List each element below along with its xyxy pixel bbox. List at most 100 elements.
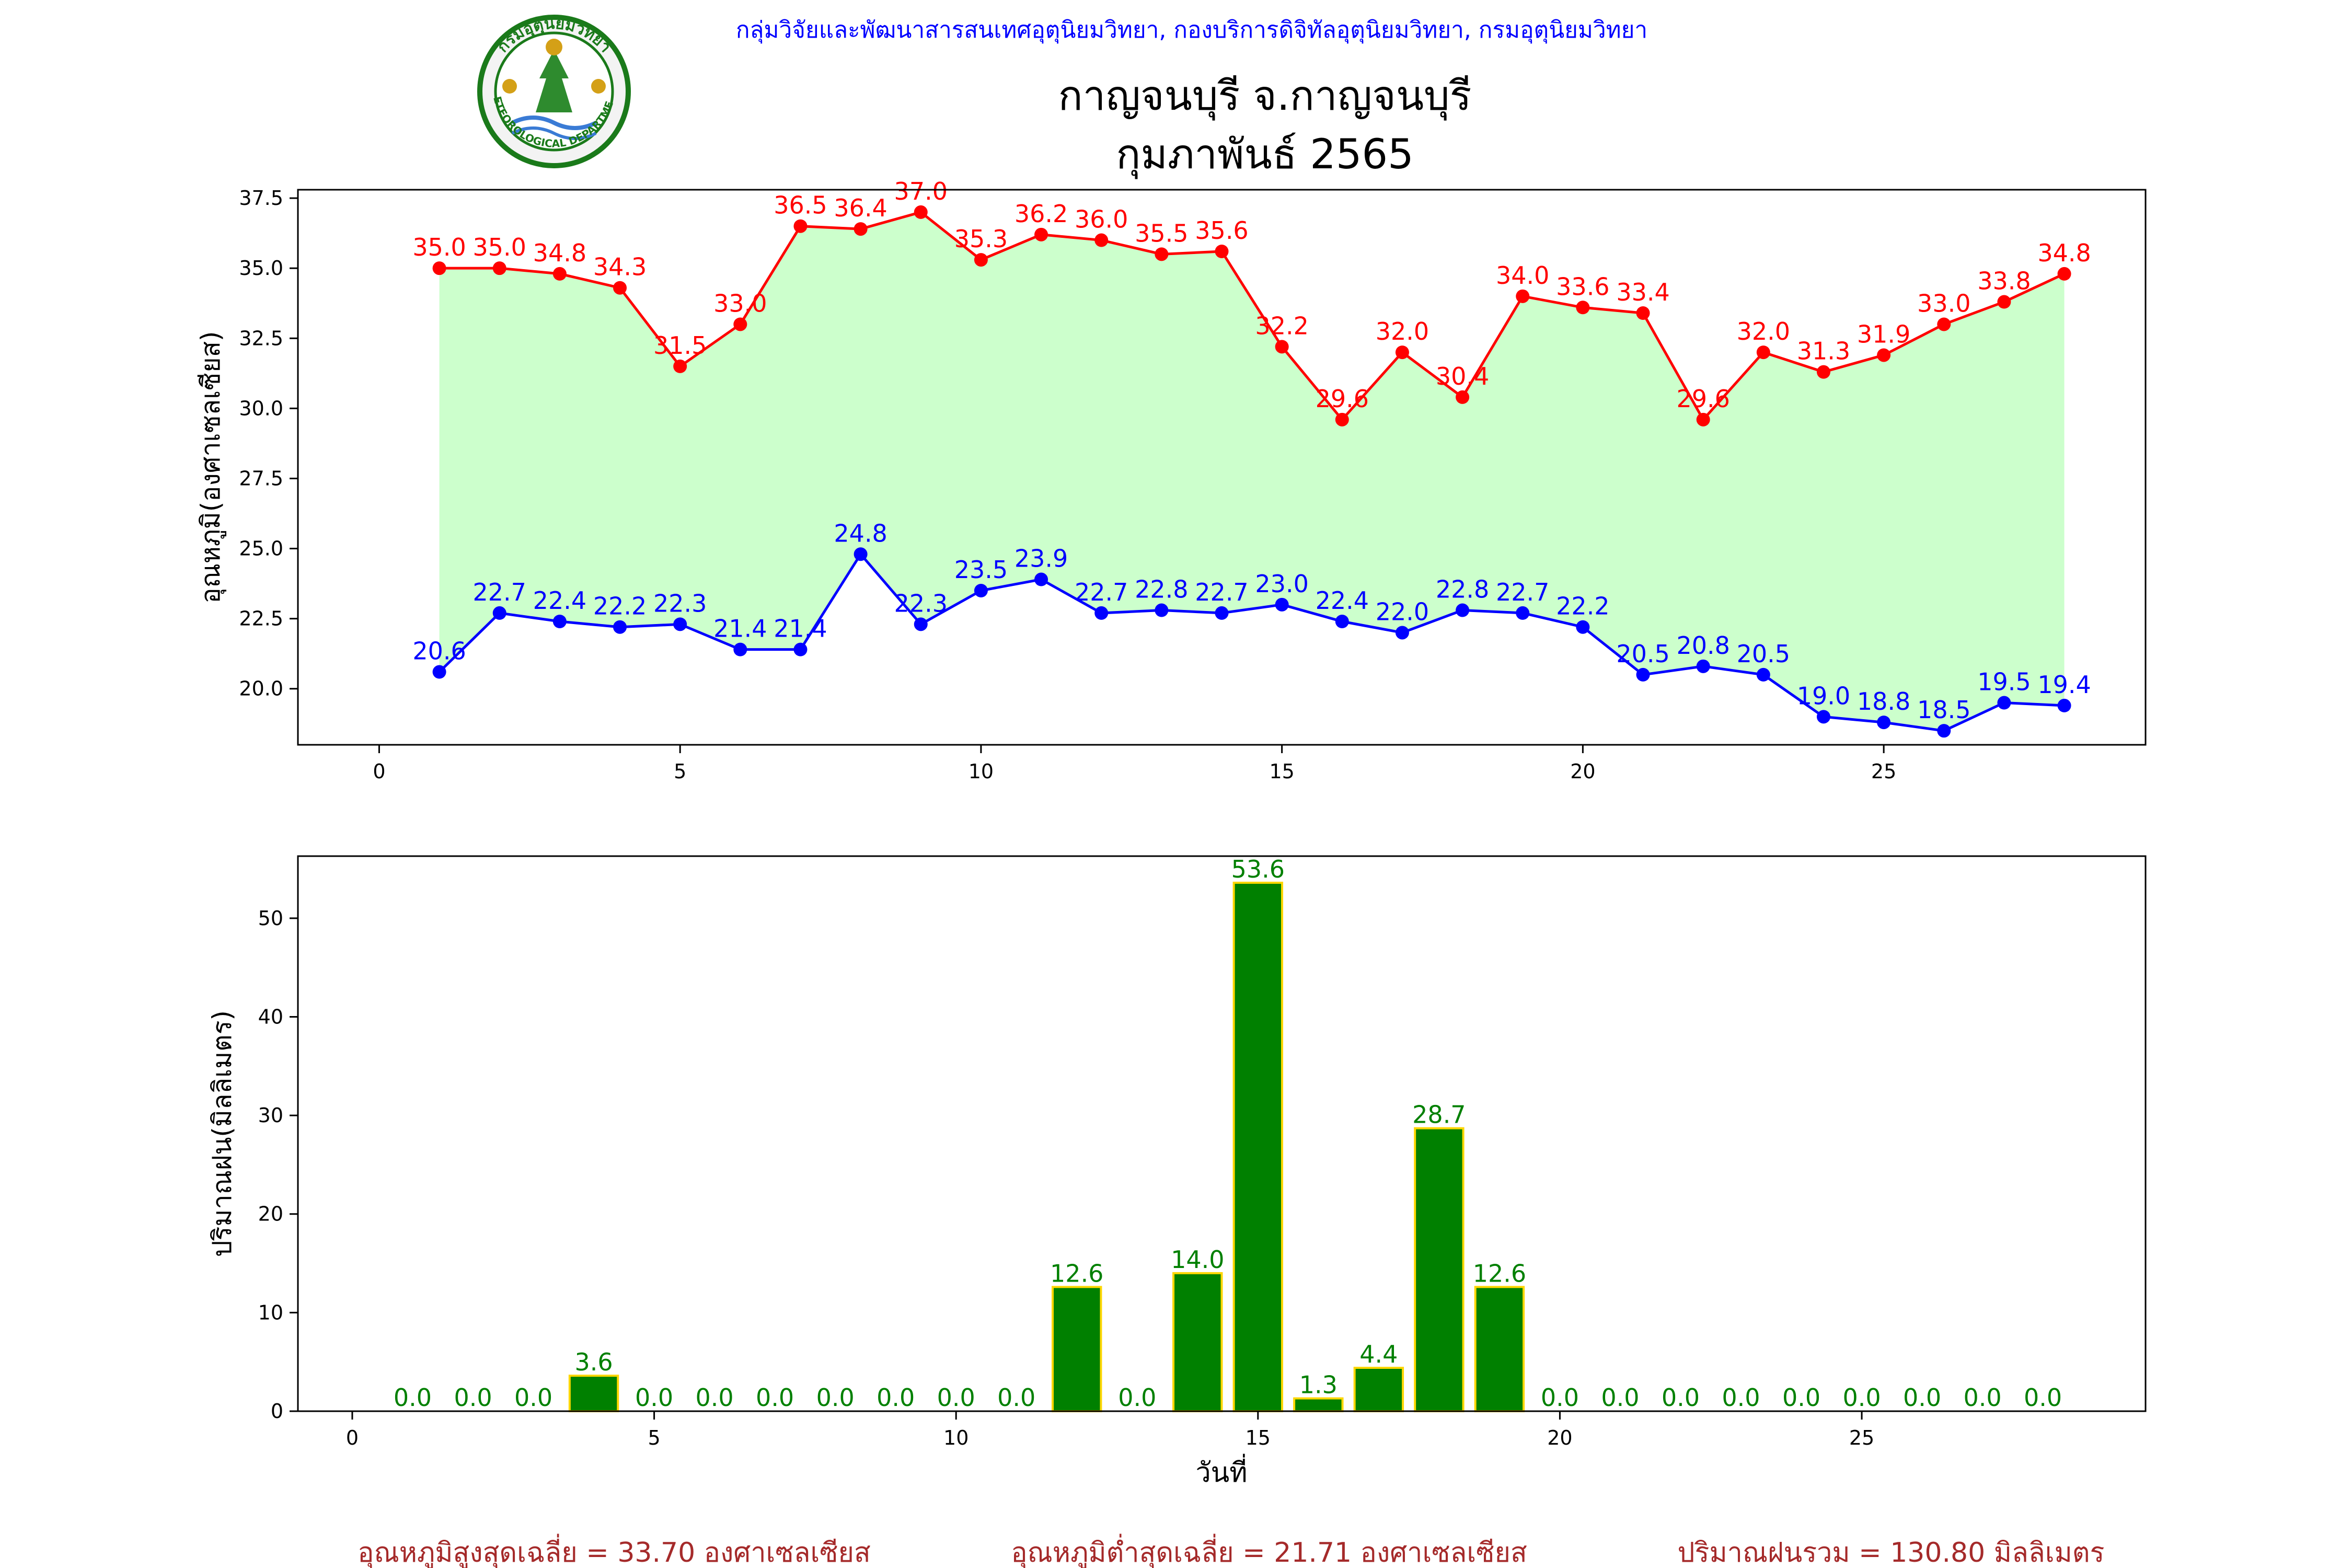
tmax-value-label: 36.2 — [1014, 200, 1068, 228]
tmax-point — [854, 222, 868, 236]
tmin-point — [492, 606, 506, 620]
temperature-x-tick-label: 20 — [1570, 760, 1595, 783]
tmax-value-label: 31.9 — [1857, 320, 1910, 348]
tmax-point — [552, 267, 567, 281]
tmax-value-label: 33.0 — [713, 289, 767, 317]
tmin-point — [1756, 667, 1770, 682]
tmin-value-label: 23.9 — [1014, 545, 1068, 573]
rainfall-plot-frame — [297, 855, 2147, 1412]
rain-value-label: 0.0 — [1722, 1383, 1760, 1412]
tmax-point — [1275, 340, 1289, 354]
tmin-point — [1576, 620, 1590, 634]
station-title: กาญจนบุรี จ.กาญจนบุรี — [1058, 73, 1471, 121]
tmin-value-label: 21.4 — [713, 615, 767, 643]
tmin-point — [1335, 615, 1349, 628]
tmax-point — [1816, 365, 1830, 379]
tmax-point — [1937, 317, 1951, 331]
tmax-value-label: 36.4 — [834, 194, 887, 222]
avg-min-temp-summary: อุณหภูมิต่ำสุดเฉลี่ย = 21.71 องศาเซลเซีย… — [1011, 1534, 1527, 1568]
tmax-point — [914, 205, 928, 219]
tmin-point — [914, 617, 928, 631]
rain-value-label: 0.0 — [514, 1383, 552, 1412]
rainfall-x-axis-label: วันที่ — [1195, 1454, 1247, 1489]
rain-value-label: 0.0 — [816, 1383, 855, 1412]
temperature-chart: 35.0 35.0 34.8 34.331.533.036.5 36.437.035.3… — [195, 177, 2147, 783]
rain-value-label: 3.6 — [574, 1348, 613, 1376]
tmax-point — [1335, 412, 1349, 426]
rainfall-x-tick-label: 25 — [1849, 1426, 1874, 1449]
tmin-value-label: 24.8 — [834, 519, 887, 547]
temperature-y-tick-label: 25.0 — [239, 537, 283, 560]
tmax-value-label: 33.4 — [1616, 278, 1669, 306]
temperature-y-axis-label: อุณหภูมิ(องศาเซลเซียส) — [195, 331, 226, 603]
tmin-point — [1034, 572, 1048, 586]
tmax-point — [1456, 390, 1470, 404]
tmax-value-label: 33.0 — [1917, 289, 1970, 317]
tmin-point — [1456, 603, 1470, 617]
tmax-point — [1516, 289, 1530, 303]
rain-value-label: 0.0 — [635, 1383, 673, 1412]
total-rain-summary: ปริมาณฝนรวม = 130.80 มิลลิเมตร — [1678, 1537, 2105, 1568]
tmin-point — [432, 665, 446, 679]
tmin-value-label: 22.3 — [894, 589, 948, 617]
rainfall-y-tick-label: 10 — [258, 1301, 283, 1324]
rain-value-label: 0.0 — [1782, 1383, 1820, 1412]
tmin-value-label: 19.5 — [1977, 668, 2031, 696]
rain-value-label: 0.0 — [394, 1383, 432, 1412]
tmax-point — [1997, 295, 2011, 309]
tmin-value-label: 22.7 — [1195, 578, 1248, 606]
tmin-point — [1516, 606, 1530, 620]
tmax-point — [1576, 301, 1590, 315]
tmin-point — [613, 620, 627, 634]
avg-max-temp-summary: อุณหภูมิสูงสุดเฉลี่ย = 33.70 องศาเซลเซีย… — [358, 1534, 871, 1568]
rainfall-y-tick-label: 50 — [258, 907, 283, 930]
tmin-value-label: 22.7 — [1496, 578, 1549, 606]
tmin-point — [1275, 597, 1289, 612]
rain-value-label: 1.3 — [1299, 1370, 1338, 1399]
tmax-point — [1215, 245, 1229, 258]
tmin-value-label: 18.5 — [1917, 696, 1970, 724]
rain-value-label: 4.4 — [1359, 1340, 1398, 1368]
tmin-point — [1155, 603, 1169, 617]
rain-value-label: 0.0 — [1541, 1383, 1579, 1412]
temperature-x-tick-label: 5 — [674, 760, 686, 783]
tmin-value-label: 20.8 — [1676, 631, 1730, 660]
tmin-value-label: 22.0 — [1376, 597, 1429, 626]
tmax-value-label: 35.0 — [412, 233, 466, 261]
tmax-point — [793, 219, 808, 233]
tmax-value-label: 35.6 — [1195, 216, 1248, 245]
rain-bar — [1474, 1286, 1525, 1412]
tmin-point — [1997, 696, 2011, 710]
tmax-value-label: 32.0 — [1376, 317, 1429, 345]
tmin-value-label: 20.5 — [1737, 640, 1790, 668]
rain-bar — [1293, 1397, 1344, 1412]
tmin-value-label: 18.8 — [1857, 687, 1910, 716]
rain-value-label: 14.0 — [1171, 1246, 1224, 1274]
rain-value-label: 0.0 — [1903, 1383, 1941, 1412]
tmin-value-label: 19.4 — [2037, 671, 2091, 699]
rain-value-label: 0.0 — [877, 1383, 915, 1412]
rain-bar — [1414, 1127, 1465, 1412]
tmax-point — [492, 261, 506, 275]
tmax-point — [1155, 247, 1169, 261]
tmax-value-label: 36.0 — [1075, 205, 1128, 234]
rain-value-label: 28.7 — [1412, 1101, 1466, 1129]
tmax-point — [1756, 345, 1770, 360]
tmin-point — [733, 642, 747, 656]
rainfall-y-tick-label: 30 — [258, 1104, 283, 1127]
tmax-value-label: 29.6 — [1676, 385, 1730, 413]
tmin-value-label: 20.5 — [1616, 640, 1669, 668]
tmin-value-label: 22.8 — [1135, 575, 1188, 604]
rain-value-label: 0.0 — [997, 1383, 1035, 1412]
tmin-point — [1094, 606, 1109, 620]
tmax-point — [733, 317, 747, 331]
rain-bar — [1353, 1367, 1404, 1412]
tmax-value-label: 30.4 — [1436, 362, 1489, 390]
rain-bar — [568, 1375, 619, 1412]
tmin-value-label: 21.4 — [774, 615, 827, 643]
rainfall-x-tick-label: 0 — [346, 1426, 359, 1449]
temperature-x-tick-label: 0 — [373, 760, 385, 783]
tmax-value-label: 34.3 — [593, 253, 647, 281]
tmax-point — [1877, 348, 1891, 362]
